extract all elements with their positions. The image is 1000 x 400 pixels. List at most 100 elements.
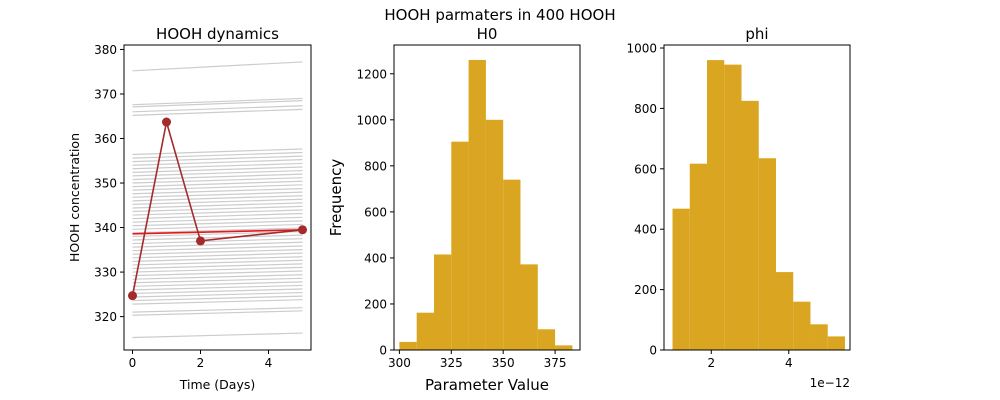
y-tick-label: 320 [94, 310, 117, 324]
x-tick-label: 350 [492, 356, 515, 370]
ensemble-line [132, 61, 303, 72]
histogram-bar [451, 141, 469, 350]
axes-frame [123, 44, 312, 351]
ensemble-line [132, 270, 303, 277]
histogram-bar [520, 264, 538, 350]
histogram-bar [810, 324, 828, 350]
ensemble-line [132, 277, 303, 284]
x-tick-label: 2 [197, 356, 205, 370]
y-axis-label: Frequency [327, 159, 345, 237]
ensemble-line [132, 187, 303, 195]
panel-title: H0 [477, 25, 498, 43]
x-axis-label: Parameter Value [425, 376, 549, 394]
figure-suptitle: HOOH parmaters in 400 HOOH [384, 6, 615, 24]
y-tick-label: 1000 [356, 113, 387, 127]
x-tick-label: 0 [129, 356, 137, 370]
ensemble-line [132, 202, 303, 209]
histogram-bar [503, 179, 521, 350]
ensemble-line [132, 238, 303, 245]
ensemble-line [132, 248, 303, 255]
observed-point [298, 225, 307, 235]
observed-point [162, 117, 171, 127]
histogram-bar [672, 208, 690, 350]
x-tick-label: 2 [707, 356, 715, 370]
x-tick-label: 300 [388, 356, 411, 370]
ensemble-line [132, 241, 303, 248]
axes-frame [393, 44, 581, 351]
histogram-bar [689, 163, 708, 350]
histogram-bar [775, 272, 794, 350]
histogram-bar [468, 59, 486, 350]
ensemble-line [132, 310, 303, 316]
observed-line [131, 121, 303, 296]
ensemble-line [132, 209, 303, 216]
ensemble-line [132, 252, 303, 259]
ensemble-line [132, 212, 303, 220]
ensemble-line [132, 155, 303, 163]
ensemble-line [132, 220, 303, 227]
ensemble-line [132, 266, 303, 273]
histogram-bar [537, 329, 556, 350]
ensemble-line [132, 184, 303, 191]
best-fit-line [132, 228, 303, 235]
y-axis-label: HOOH concentration [67, 133, 82, 262]
y-tick-label: 800 [634, 102, 657, 116]
y-tick-label: 340 [94, 221, 117, 235]
axes-frame [663, 44, 851, 351]
y-tick-label: 200 [364, 297, 387, 311]
histogram-bar [827, 336, 845, 350]
ensemble-line [132, 105, 303, 113]
ensemble-line [132, 177, 303, 184]
y-tick-label: 400 [634, 223, 657, 237]
phi-histogram-panel: 2 4 0 200 400 600 800 1000 phi 1e−12 [626, 25, 851, 390]
x-scale-label: 1e−12 [810, 376, 850, 390]
histogram-bar [485, 119, 504, 351]
x-axis-label: Time (Days) [179, 377, 256, 392]
ensemble-line [132, 288, 303, 295]
y-tick-label: 380 [94, 43, 117, 57]
histogram-bar [741, 100, 759, 350]
x-tick-label: 4 [785, 356, 793, 370]
histogram-bar [555, 345, 573, 350]
y-tick-label: 200 [634, 283, 657, 297]
ensemble-line [132, 166, 303, 173]
panel-title: HOOH dynamics [156, 25, 279, 43]
observed-point [196, 236, 205, 246]
ensemble-line [132, 100, 303, 108]
histogram-bar [724, 64, 742, 350]
y-tick-label: 1000 [626, 42, 657, 56]
ensemble-line [132, 307, 303, 313]
ensemble-line [132, 108, 303, 116]
ensemble-line [132, 162, 303, 170]
ensemble-line [132, 97, 303, 106]
x-tick-label: 325 [440, 356, 463, 370]
ensemble-line [132, 205, 303, 213]
ensemble-line [132, 245, 303, 252]
histogram-bar [707, 60, 725, 351]
ensemble-line [132, 299, 303, 305]
ensemble-line [132, 274, 303, 280]
y-tick-label: 800 [364, 159, 387, 173]
ensemble-line [132, 151, 303, 159]
ensemble-line [132, 295, 303, 302]
panel-title: phi [745, 25, 768, 43]
ensemble-line [132, 281, 303, 287]
x-tick-label: 375 [544, 356, 567, 370]
ensemble-line [132, 259, 303, 266]
ensemble-line [132, 284, 303, 291]
ensemble-line [132, 332, 303, 339]
histogram-bar [399, 341, 417, 350]
y-tick-label: 600 [634, 162, 657, 176]
y-tick-label: 370 [94, 87, 117, 101]
ensemble-line [132, 159, 303, 166]
ensemble-line [132, 173, 303, 181]
histogram-bar [758, 158, 776, 350]
y-tick-label: 0 [379, 344, 387, 358]
ensemble-line [132, 227, 303, 234]
y-tick-label: 600 [364, 205, 387, 219]
y-tick-label: 330 [94, 266, 117, 280]
ensemble-line [132, 169, 303, 177]
y-tick-label: 1200 [356, 67, 387, 81]
ensemble-line [132, 223, 303, 230]
